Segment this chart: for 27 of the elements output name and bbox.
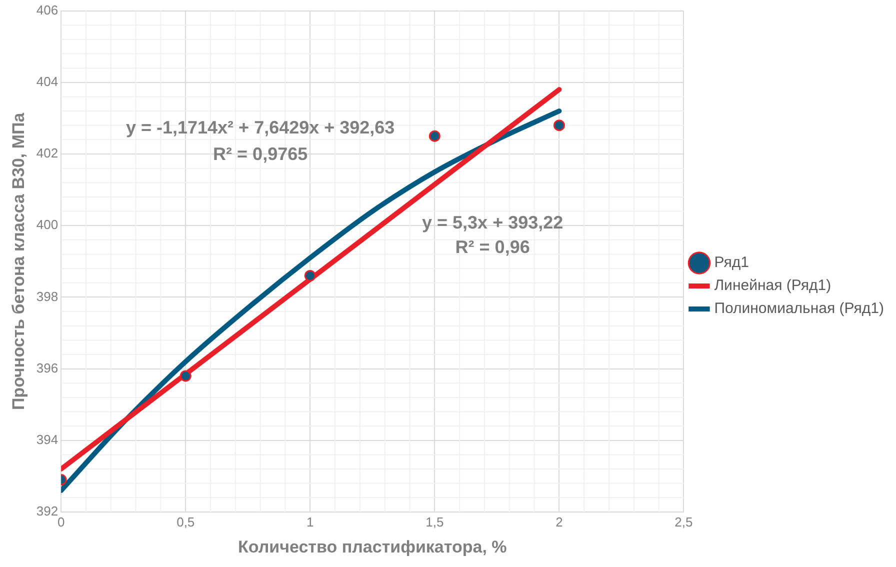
y-tick-label: 406 xyxy=(36,2,58,18)
legend-label: Полиномиальная (Ряд1) xyxy=(714,300,884,318)
y-axis-title: Прочность бетона класса В30, МПа xyxy=(8,112,28,410)
legend-label: Линейная (Ряд1) xyxy=(714,277,832,294)
x-tick-label: 2,5 xyxy=(674,514,693,530)
y-tick-label: 402 xyxy=(36,146,58,161)
annotation: y = 5,3x + 393,22 xyxy=(422,212,564,232)
point xyxy=(428,130,440,142)
x-tick-label: 0 xyxy=(57,514,65,530)
x-tick-label: 1 xyxy=(306,514,314,530)
point xyxy=(304,270,316,282)
y-tick-label: 404 xyxy=(36,74,58,89)
annotation: y = -1,1714x² + 7,6429x + 392,63 xyxy=(126,118,395,138)
y-tick-label: 396 xyxy=(36,360,58,376)
y-tick-label: 394 xyxy=(36,432,58,447)
y-tick-label: 400 xyxy=(36,217,58,232)
x-axis-title: Количество пластификатора, % xyxy=(238,537,507,556)
legend-label: Ряд1 xyxy=(714,254,749,272)
annotation: R² = 0,96 xyxy=(455,236,530,257)
point xyxy=(553,120,565,132)
point xyxy=(180,370,192,382)
annotation: R² = 0,9765 xyxy=(213,144,308,164)
x-tick-label: 1,5 xyxy=(426,514,444,530)
y-tick-label: 392 xyxy=(36,504,58,519)
y-tick-label: 398 xyxy=(36,288,58,304)
x-tick-label: 0,5 xyxy=(176,514,195,530)
x-tick-label: 2 xyxy=(556,514,563,530)
